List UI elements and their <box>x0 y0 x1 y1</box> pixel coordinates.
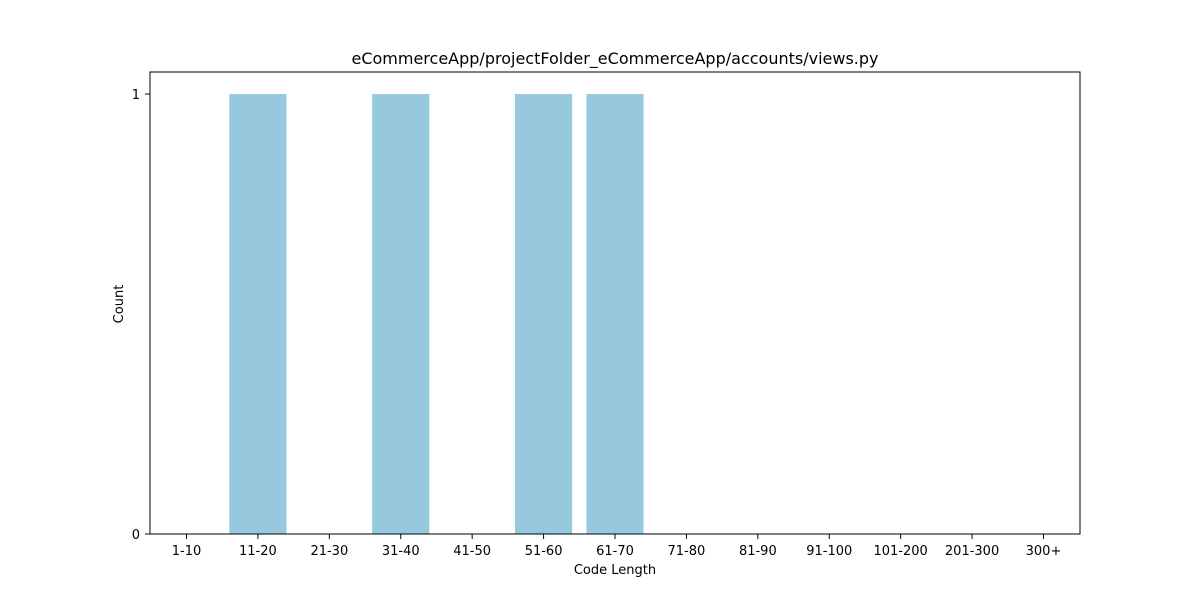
x-tick-label: 91-100 <box>806 544 852 559</box>
bar-11-20 <box>229 94 287 534</box>
x-tick-label: 101-200 <box>874 544 928 559</box>
bars-layer <box>229 94 644 534</box>
x-axis-ticks: 1-10 11-20 21-30 31-40 41-50 51-60 61-70 71-80 8… <box>172 534 1062 559</box>
x-tick-label: 11-20 <box>239 544 277 559</box>
bar-61-70 <box>586 94 644 534</box>
y-axis-label: Count <box>112 285 127 324</box>
x-tick-label: 61-70 <box>596 544 634 559</box>
x-tick-label: 51-60 <box>525 544 563 559</box>
x-axis-label: Code Length <box>574 563 656 578</box>
x-tick-label: 21-30 <box>310 544 348 559</box>
y-tick-label: 0 <box>132 528 140 543</box>
y-axis-ticks: 01 <box>132 88 150 543</box>
bar-51-60 <box>515 94 573 534</box>
chart-title: eCommerceApp/projectFolder_eCommerceApp/… <box>351 49 878 69</box>
x-tick-label: 81-90 <box>739 544 777 559</box>
bar-31-40 <box>372 94 430 534</box>
x-tick-label: 71-80 <box>668 544 706 559</box>
x-tick-label: 201-300 <box>945 544 999 559</box>
x-tick-label: 1-10 <box>172 544 202 559</box>
y-tick-label: 1 <box>132 88 140 103</box>
x-tick-label: 300+ <box>1026 544 1062 559</box>
x-tick-label: 31-40 <box>382 544 420 559</box>
x-tick-label: 41-50 <box>453 544 491 559</box>
